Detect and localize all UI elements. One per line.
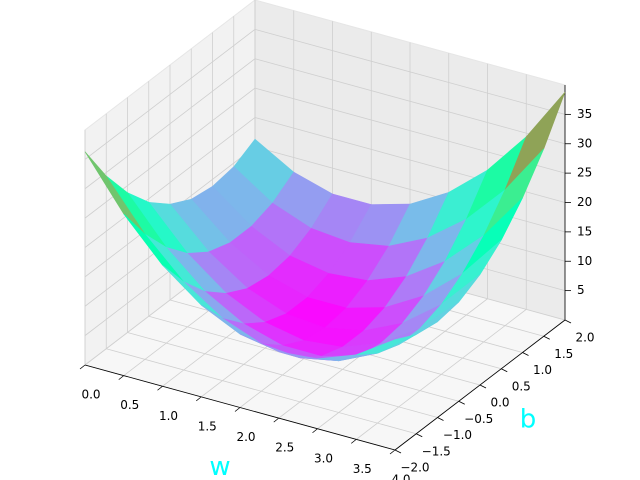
x-tick xyxy=(234,407,241,412)
y-axis-line xyxy=(394,319,566,451)
x-tick xyxy=(196,396,202,402)
z-tick-label: 25 xyxy=(577,166,592,180)
y-tick-label: −1.0 xyxy=(443,428,472,442)
z-tick-label: 10 xyxy=(577,254,592,268)
grid-line xyxy=(106,348,417,435)
grid-line xyxy=(254,58,566,145)
x-tick xyxy=(118,375,124,380)
y-tick xyxy=(522,352,529,356)
x-tick-label: 0.0 xyxy=(81,388,100,402)
z-tick-label: 30 xyxy=(577,136,592,150)
y-tick xyxy=(437,417,444,421)
grid-line xyxy=(148,315,459,402)
x-tick-label: 4.0 xyxy=(391,473,410,480)
x-tick-label: 1.5 xyxy=(198,419,217,433)
x-tick xyxy=(312,428,318,434)
x-tick xyxy=(389,449,396,455)
x-tick xyxy=(351,439,357,444)
y-tick xyxy=(479,384,487,389)
y-axis-label: b xyxy=(520,405,537,435)
x-tick xyxy=(273,417,279,423)
y-tick-label: 2.0 xyxy=(575,331,594,345)
x-tick-label: 1.0 xyxy=(159,409,178,423)
grid-line xyxy=(254,28,566,115)
x-tick-label: 2.0 xyxy=(236,430,255,444)
y-tick-label: 0.0 xyxy=(490,396,509,410)
grid-line xyxy=(84,58,256,190)
x-axis-label: w xyxy=(209,452,230,480)
y-tick xyxy=(543,335,550,340)
z-tick-label: 35 xyxy=(577,107,592,121)
x-tick xyxy=(79,364,86,370)
x-tick-label: 2.5 xyxy=(275,441,294,455)
grid-line xyxy=(84,117,256,248)
x-tick-label: 0.5 xyxy=(120,398,139,412)
grid-line xyxy=(254,146,566,233)
z-tick-label: 20 xyxy=(577,195,592,209)
y-tick xyxy=(564,319,572,324)
y-tick-label: −0.5 xyxy=(464,412,493,426)
y-tick xyxy=(394,449,402,454)
y-tick-label: 0.5 xyxy=(512,379,531,393)
y-tick-label: −1.5 xyxy=(422,444,451,458)
y-tick xyxy=(458,400,465,405)
y-tick xyxy=(501,368,508,373)
x-axis-line xyxy=(84,364,396,451)
y-tick-label: 1.5 xyxy=(554,347,573,361)
y-tick xyxy=(416,433,423,438)
z-tick-label: 15 xyxy=(577,224,592,238)
surface-patch xyxy=(356,334,417,356)
x-tick-label: 3.5 xyxy=(353,462,372,476)
grid-line xyxy=(127,332,438,418)
x-tick-label: 3.0 xyxy=(314,451,333,465)
y-tick-label: 1.0 xyxy=(533,363,552,377)
y-tick-label: −2.0 xyxy=(400,461,429,475)
z-tick-label: 5 xyxy=(577,283,585,297)
grid-line xyxy=(84,29,256,160)
x-tick xyxy=(157,385,163,391)
